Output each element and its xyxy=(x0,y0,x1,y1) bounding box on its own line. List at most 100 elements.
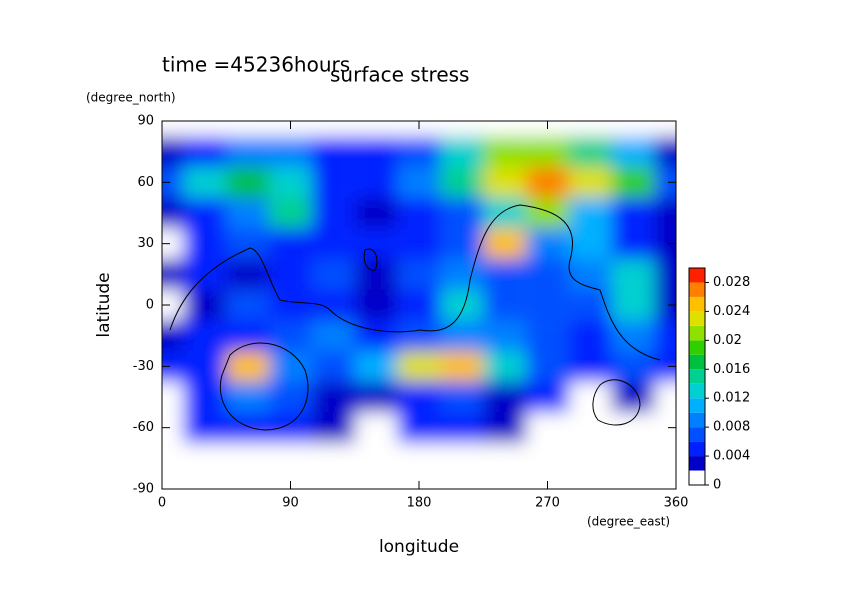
cell xyxy=(568,473,612,489)
cell xyxy=(654,197,676,229)
cell xyxy=(611,197,655,229)
colorbar-band xyxy=(689,412,705,428)
cell xyxy=(440,136,484,167)
cell xyxy=(183,228,227,259)
cell xyxy=(526,167,569,198)
cell xyxy=(526,320,569,351)
cell xyxy=(354,443,398,474)
cell xyxy=(226,289,270,321)
y-tick-label: -90 xyxy=(133,482,154,497)
cell xyxy=(354,320,398,351)
cell xyxy=(654,167,676,198)
cell xyxy=(568,121,612,137)
cell xyxy=(526,381,569,413)
cell xyxy=(568,259,612,290)
cell xyxy=(440,197,484,229)
colorbar-band xyxy=(689,441,705,457)
cell xyxy=(440,351,484,382)
cell xyxy=(483,289,527,321)
cell xyxy=(526,443,569,474)
colorbar-band xyxy=(689,398,705,413)
cell xyxy=(611,412,655,443)
colorbar-tick-label: 0.008 xyxy=(713,420,750,435)
cell xyxy=(311,121,355,137)
cell xyxy=(162,320,184,351)
cell xyxy=(226,320,270,351)
cell xyxy=(440,259,484,290)
colorbar-tick-label: 0.024 xyxy=(713,304,750,319)
y-unit: (degree_north) xyxy=(86,91,176,105)
cell xyxy=(483,228,527,259)
cell xyxy=(483,381,527,413)
colorbar-band xyxy=(689,427,705,442)
colorbar-tick-label: 0.016 xyxy=(713,362,750,377)
cell xyxy=(311,167,355,198)
y-tick-label: 0 xyxy=(146,298,154,313)
cell xyxy=(397,289,441,321)
cell xyxy=(162,197,184,229)
cell xyxy=(311,228,355,259)
cell xyxy=(269,289,312,321)
cell xyxy=(162,259,184,290)
cell xyxy=(269,412,312,443)
colorbar-band xyxy=(689,325,705,341)
x-unit: (degree_east) xyxy=(587,515,670,529)
cell xyxy=(654,351,676,382)
colorbar-band xyxy=(689,456,705,471)
cell xyxy=(483,351,527,382)
cell xyxy=(483,412,527,443)
cell xyxy=(354,228,398,259)
y-tick-label: 90 xyxy=(137,114,154,129)
cell xyxy=(226,351,270,382)
colorbar-band xyxy=(689,354,705,370)
cell xyxy=(568,412,612,443)
cell xyxy=(269,167,312,198)
cell xyxy=(397,443,441,474)
cell xyxy=(311,443,355,474)
cell xyxy=(568,136,612,167)
cell xyxy=(611,121,655,137)
cell xyxy=(162,289,184,321)
cell xyxy=(311,136,355,167)
cell xyxy=(269,136,312,167)
colorbar-band xyxy=(689,268,705,283)
cell xyxy=(354,412,398,443)
cell xyxy=(226,121,270,137)
coastlines xyxy=(169,204,661,431)
cell xyxy=(183,259,227,290)
cell xyxy=(162,121,184,137)
cell xyxy=(568,320,612,351)
subtitle: time =45236hours xyxy=(162,53,350,77)
cell xyxy=(183,167,227,198)
cell xyxy=(654,443,676,474)
cell xyxy=(526,412,569,443)
cell xyxy=(483,259,527,290)
cell xyxy=(440,228,484,259)
colorbar-tick-label: 0.004 xyxy=(713,449,750,464)
cell xyxy=(311,473,355,489)
cell xyxy=(611,228,655,259)
y-tick-label: 30 xyxy=(137,236,154,251)
cell xyxy=(526,197,569,229)
cell xyxy=(311,259,355,290)
cell xyxy=(354,136,398,167)
cell xyxy=(483,197,527,229)
cell xyxy=(440,167,484,198)
colorbar-tick-label: 0.028 xyxy=(713,275,750,290)
cell xyxy=(440,320,484,351)
cell xyxy=(568,289,612,321)
cell xyxy=(311,289,355,321)
cell xyxy=(183,381,227,413)
cell xyxy=(568,381,612,413)
cell xyxy=(483,320,527,351)
cell xyxy=(183,473,227,489)
cell xyxy=(397,381,441,413)
x-tick-label: 0 xyxy=(158,496,166,511)
cell xyxy=(183,136,227,167)
colorbar-band xyxy=(689,369,705,384)
cell xyxy=(183,121,227,137)
cell xyxy=(440,381,484,413)
cell xyxy=(611,443,655,474)
cells xyxy=(162,121,676,489)
cell xyxy=(311,320,355,351)
